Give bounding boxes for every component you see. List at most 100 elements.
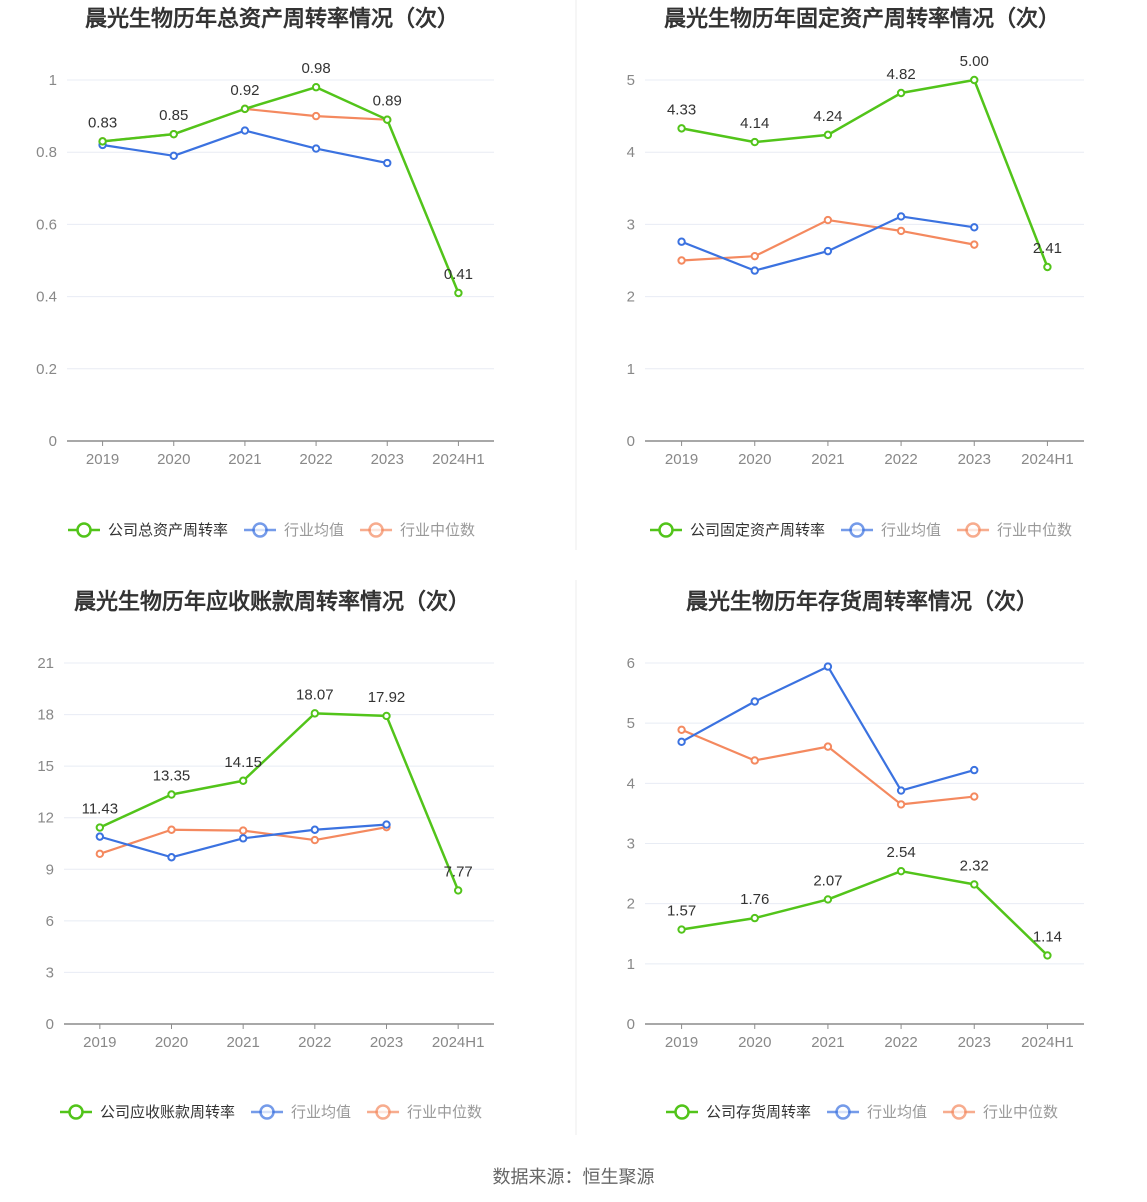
y-tick-label: 0.2 (36, 361, 57, 378)
legend-swatch-marker (674, 1104, 690, 1120)
x-tick-label: 2022 (884, 451, 917, 468)
data-label: 2.54 (886, 844, 915, 861)
data-label: 7.77 (444, 863, 473, 880)
y-tick-label: 0.8 (36, 144, 57, 161)
data-label: 0.89 (373, 93, 402, 110)
legend-item-avg: 行业均值 (251, 1104, 351, 1121)
y-tick-label: 6 (46, 913, 54, 930)
data-point-avg (382, 820, 391, 829)
data-point-median (311, 111, 321, 121)
y-tick-label: 3 (627, 216, 635, 233)
data-label: 11.43 (82, 801, 118, 818)
legend-label: 行业中位数 (407, 1104, 482, 1121)
data-point-company (454, 288, 463, 298)
y-tick-label: 0.6 (36, 216, 57, 233)
data-point-median (677, 256, 686, 265)
data-point-avg (750, 266, 759, 275)
data-label: 2.32 (960, 857, 989, 874)
data-point-company (238, 776, 248, 785)
x-tick-label: 2020 (155, 1034, 188, 1051)
data-label: 4.24 (813, 108, 842, 125)
data-point-median (896, 800, 906, 809)
legend-label: 行业中位数 (983, 1104, 1058, 1121)
data-point-avg (383, 158, 392, 168)
y-tick-label: 6 (627, 655, 635, 672)
y-tick-label: 3 (46, 964, 54, 981)
data-point-median (750, 756, 759, 765)
data-point-median (823, 742, 833, 751)
x-tick-label: 2022 (884, 1034, 917, 1051)
series-line-company (102, 85, 460, 294)
legend-swatch-marker (68, 1104, 84, 1120)
legend-label: 公司应收账款周转率 (100, 1103, 235, 1121)
chart-panel-2: 晨光生物历年固定资产周转率情况（次） 0 1 2 3 4 5 2019 2020 2021 2022… (627, 6, 1084, 539)
y-tick-label: 4 (627, 775, 635, 792)
legend-swatch-marker (951, 1104, 967, 1120)
data-point-company (382, 711, 391, 721)
legend-item-median: 行业中位数 (367, 1104, 482, 1121)
chart-panel-3: 晨光生物历年应收账款周转率情况（次） 0 3 6 9 12 15 18 21 2019 2020 20… (37, 589, 494, 1121)
data-point-company (311, 83, 321, 92)
data-point-avg (823, 246, 833, 256)
data-point-company (98, 137, 107, 146)
y-tick-label: 5 (627, 715, 635, 732)
series-line-avg (102, 129, 388, 165)
data-point-company (750, 137, 759, 147)
x-tick-label: 2020 (738, 1034, 771, 1051)
data-point-company (240, 104, 250, 114)
legend-item-median: 行业中位数 (360, 522, 475, 539)
x-tick-label: 2023 (958, 1034, 991, 1051)
data-point-avg (169, 151, 178, 161)
x-tick-label: 2019 (665, 1034, 698, 1051)
x-tick-label: 2019 (86, 451, 119, 468)
y-tick-label: 12 (37, 810, 54, 827)
source-note: 数据来源：恒生聚源 (492, 1167, 655, 1187)
x-tick-label: 2023 (371, 451, 404, 468)
data-label: 0.85 (159, 107, 188, 124)
chart-title: 晨光生物历年存货周转率情况（次） (686, 589, 1038, 614)
data-point-company (677, 124, 686, 133)
legend-label: 行业中位数 (400, 522, 475, 539)
x-tick-label: 2023 (958, 451, 991, 468)
x-tick-label: 2021 (226, 1034, 259, 1051)
data-point-avg (677, 737, 686, 747)
data-point-company (1043, 951, 1052, 960)
data-point-median (970, 792, 979, 801)
legend-swatch-marker (835, 1104, 851, 1120)
data-label: 0.92 (230, 82, 259, 99)
x-tick-label: 2020 (157, 451, 190, 468)
x-tick-label: 2022 (299, 451, 332, 468)
y-tick-label: 1 (49, 72, 57, 89)
data-point-company (677, 925, 686, 934)
legend-swatch-marker (252, 522, 268, 538)
data-point-median (310, 835, 320, 845)
chart-panel-1: 晨光生物历年总资产周转率情况（次） 0 0.2 0.4 0.6 0.8 1 2019 2020 2… (36, 6, 494, 539)
x-tick-label: 2021 (811, 1034, 844, 1051)
legend-item-avg: 行业均值 (827, 1104, 927, 1121)
data-label: 1.57 (667, 903, 696, 920)
y-tick-label: 1 (627, 361, 635, 378)
data-point-avg (167, 853, 176, 862)
data-label: 4.33 (667, 101, 696, 118)
data-label: 2.41 (1033, 240, 1062, 257)
data-point-avg (677, 237, 686, 246)
data-point-median (970, 240, 979, 249)
data-point-avg (310, 825, 320, 834)
x-tick-label: 2024H1 (432, 451, 485, 468)
x-tick-label: 2024H1 (1021, 1034, 1074, 1051)
legend-swatch-marker (259, 1104, 275, 1120)
legend-label: 行业均值 (284, 522, 344, 539)
series-line-company (681, 869, 1049, 957)
y-tick-label: 0 (627, 433, 635, 450)
x-tick-label: 2021 (228, 451, 261, 468)
chart-title: 晨光生物历年固定资产周转率情况（次） (664, 6, 1060, 31)
legend-label: 公司固定资产周转率 (690, 522, 825, 539)
x-tick-label: 2022 (298, 1034, 331, 1051)
y-tick-label: 2 (627, 289, 635, 306)
x-tick-label: 2019 (665, 451, 698, 468)
data-point-company (169, 129, 178, 139)
data-point-avg (750, 697, 759, 706)
legend-label: 行业均值 (291, 1104, 351, 1121)
data-point-company (970, 75, 979, 85)
series-line-median (681, 728, 975, 806)
